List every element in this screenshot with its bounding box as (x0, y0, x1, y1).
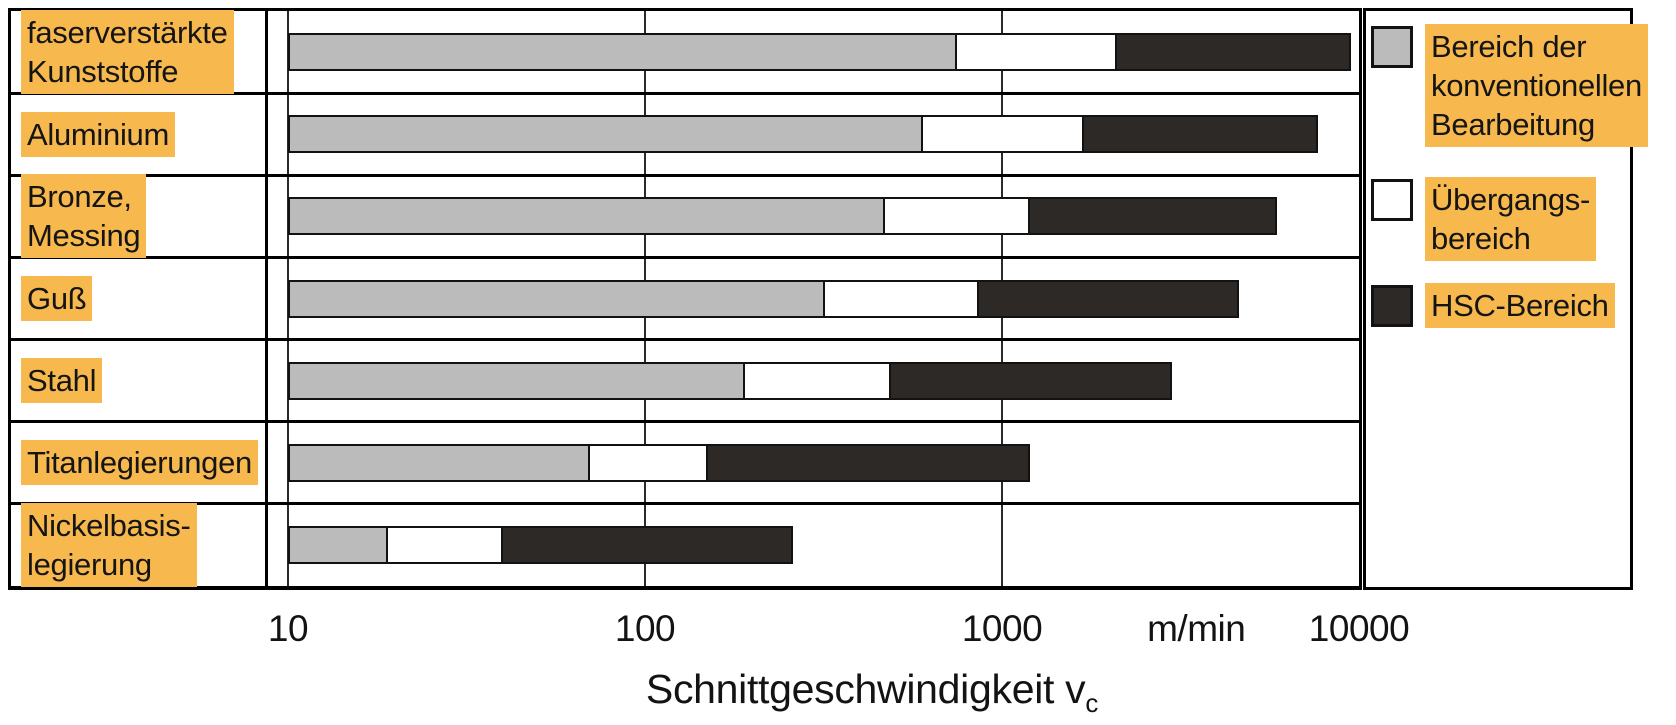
bar-segment-konventionell (288, 279, 826, 318)
material-label-text: faserverstärkte Kunststoffe (21, 10, 234, 95)
label-column-divider (265, 11, 268, 586)
material-label: Nickelbasis- legierung (21, 502, 263, 587)
bar-segment-konventionell (288, 33, 958, 72)
legend: Bereich der konventionellen Bearbeitung Ü… (1371, 24, 1648, 328)
bar-segment-hsc (889, 361, 1173, 400)
bar-segment-uebergang (385, 525, 503, 564)
legend-swatch-hsc-icon (1371, 285, 1413, 327)
legend-item-uebergang: Übergangs- bereich (1371, 177, 1625, 261)
bar-segment-konventionell (288, 197, 885, 236)
bar-segment-uebergang (742, 361, 892, 400)
bar-segment-uebergang (882, 197, 1031, 236)
legend-label: Bereich der konventionellen Bearbeitung (1425, 24, 1648, 147)
x-tick-1000: 1000 (961, 608, 1043, 649)
material-label: Aluminium (21, 93, 263, 175)
material-label-text: Titanlegierungen (21, 440, 258, 486)
row-border (11, 173, 1359, 177)
material-label-text: Guß (21, 275, 93, 321)
legend-item-hsc: HSC-Bereich (1371, 283, 1625, 328)
legend-swatch-uebergang-icon (1371, 179, 1413, 221)
bar-segment-hsc (500, 525, 794, 564)
material-label: Bronze, Messing (21, 174, 263, 259)
bar-segment-konventionell (288, 115, 923, 154)
bar-segment-hsc (1028, 197, 1278, 236)
chart-frame: faserverstärkte Kunststoffe Aluminium Bron… (8, 8, 1362, 590)
bar-segment-hsc (705, 443, 1031, 482)
bar-segment-uebergang (920, 115, 1085, 154)
row-border (11, 255, 1359, 259)
legend-swatch-konventionell-icon (1371, 26, 1413, 68)
bar-segment-uebergang (955, 33, 1118, 72)
x-axis-title-text: Schnittgeschwindigkeit v (645, 666, 1086, 712)
material-label: Guß (21, 257, 263, 339)
row-border (11, 420, 1359, 424)
legend-label: Übergangs- bereich (1425, 177, 1596, 261)
legend-item-konventionell: Bereich der konventionellen Bearbeitung (1371, 24, 1648, 147)
row-border (11, 338, 1359, 342)
bar-segment-konventionell (288, 525, 388, 564)
x-tick-100: 100 (614, 608, 676, 649)
material-label-text: Aluminium (21, 111, 176, 157)
plot-area (268, 11, 1359, 586)
bar-segment-uebergang (823, 279, 979, 318)
bar-segment-konventionell (288, 443, 590, 482)
x-axis-title: Schnittgeschwindigkeit vc (645, 666, 1098, 716)
material-label: Stahl (21, 340, 263, 422)
bar-segment-hsc (976, 279, 1239, 318)
bar-segment-hsc (1082, 115, 1319, 154)
legend-label: HSC-Bereich (1425, 283, 1615, 328)
material-label-text: Stahl (21, 358, 103, 404)
bar-segment-uebergang (587, 443, 708, 482)
row-border (11, 502, 1359, 506)
material-label: faserverstärkte Kunststoffe (21, 10, 263, 95)
row-border (11, 91, 1359, 95)
x-axis-unit: m/min (1147, 608, 1246, 649)
x-axis-title-subscript: c (1085, 688, 1099, 719)
x-tick-10: 10 (267, 608, 309, 649)
material-label-text: Nickelbasis- legierung (21, 502, 197, 587)
legend-box: Bereich der konventionellen Bearbeitung Ü… (1363, 8, 1648, 590)
bar-segment-hsc (1115, 33, 1352, 72)
bar-segment-konventionell (288, 361, 745, 400)
x-tick-10000: 10000 (1308, 608, 1410, 649)
material-label: Titanlegierungen (21, 422, 263, 504)
material-label-text: Bronze, Messing (21, 174, 147, 259)
